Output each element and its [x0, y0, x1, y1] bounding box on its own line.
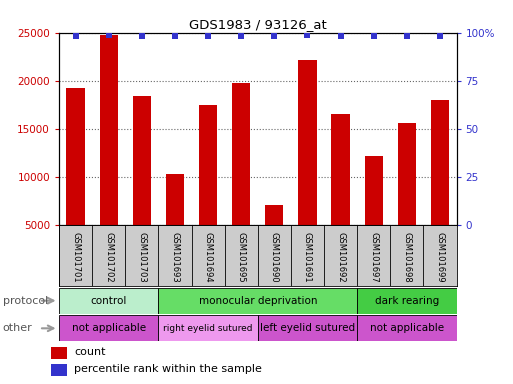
Text: GSM101694: GSM101694	[204, 232, 212, 283]
Point	[137, 33, 146, 40]
Bar	[133, 96, 151, 273]
Text: GSM101702: GSM101702	[104, 232, 113, 283]
Bar	[232, 83, 250, 273]
Text: GSM101697: GSM101697	[369, 232, 378, 283]
Point	[237, 33, 245, 40]
Text: not applicable: not applicable	[370, 323, 444, 333]
Point	[71, 33, 80, 40]
Bar	[159, 315, 258, 341]
Bar	[59, 315, 159, 341]
Text: GSM101701: GSM101701	[71, 232, 80, 283]
Text: dark rearing: dark rearing	[375, 296, 439, 306]
Bar	[357, 315, 457, 341]
Bar	[258, 315, 357, 341]
Point	[370, 33, 378, 40]
Title: GDS1983 / 93126_at: GDS1983 / 93126_at	[189, 18, 327, 31]
Text: right eyelid sutured: right eyelid sutured	[163, 324, 253, 333]
Text: not applicable: not applicable	[72, 323, 146, 333]
Text: other: other	[3, 323, 32, 333]
Bar	[365, 157, 383, 273]
Text: GSM101695: GSM101695	[236, 232, 246, 283]
Bar	[59, 288, 159, 314]
Bar	[199, 104, 217, 273]
Text: GSM101699: GSM101699	[436, 232, 444, 283]
Bar	[331, 114, 350, 273]
Text: GSM101693: GSM101693	[170, 232, 180, 283]
Point	[436, 33, 444, 40]
Text: percentile rank within the sample: percentile rank within the sample	[74, 364, 262, 374]
Bar	[166, 174, 184, 273]
Text: control: control	[90, 296, 127, 306]
Text: count: count	[74, 347, 106, 357]
Text: GSM101690: GSM101690	[270, 232, 279, 283]
Point	[270, 33, 279, 40]
Bar	[357, 288, 457, 314]
Point	[337, 33, 345, 40]
Point	[105, 31, 113, 38]
Bar	[100, 35, 118, 273]
Point	[303, 31, 311, 38]
Bar	[431, 100, 449, 273]
Bar	[67, 88, 85, 273]
Bar	[159, 288, 357, 314]
Text: GSM101692: GSM101692	[336, 232, 345, 283]
Point	[204, 33, 212, 40]
Text: GSM101703: GSM101703	[137, 232, 146, 283]
Text: GSM101691: GSM101691	[303, 232, 312, 283]
Bar	[299, 61, 317, 273]
Text: monocular deprivation: monocular deprivation	[199, 296, 317, 306]
Point	[403, 33, 411, 40]
Bar	[398, 123, 416, 273]
Text: GSM101698: GSM101698	[402, 232, 411, 283]
Bar	[265, 205, 284, 273]
Point	[171, 33, 179, 40]
Text: protocol: protocol	[3, 296, 48, 306]
Text: left eyelid sutured: left eyelid sutured	[260, 323, 355, 333]
